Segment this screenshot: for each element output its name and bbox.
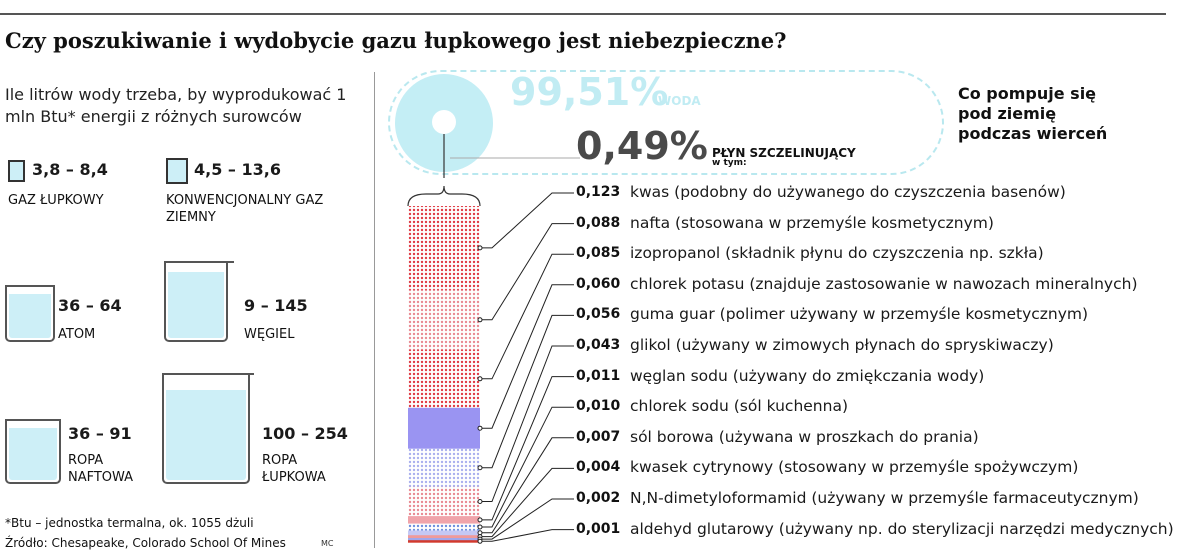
item-label-7: węglan sodu (używany do zmiękczania wody… [630,366,985,385]
fluid-label: PŁYN SZCZELINUJĄCY [712,146,856,160]
page-title: Czy poszukiwanie i wydobycie gazu łupkow… [5,28,787,53]
item-label-6: glikol (używany w zimowych płynach do sp… [630,336,1054,354]
stack-segment-11 [408,538,480,541]
top-rule [0,13,1166,15]
item-value-6: 0,043 [576,337,621,353]
leader-dot-4 [477,425,483,431]
item-label-1: kwas (podobny do używanego do czyszczeni… [630,183,1066,201]
stack-bracket [407,185,481,207]
leader-line-6 [480,345,574,502]
item-value-3: 0,085 [576,245,621,262]
leader-line-11 [480,498,574,540]
stack-segment-8 [408,523,480,531]
item-value-4: 0,060 [576,275,621,292]
range-crude-oil: 36 – 91 [68,424,132,443]
stack-segment-1 [408,206,480,291]
item-label-5: guma guar (polimer używany w przemyśle k… [630,305,1089,324]
stack-segment-10 [408,535,480,539]
fluid-sub-label: w tym: [712,158,747,168]
leader-dot-6 [477,499,483,504]
item-value-1: 0,123 [576,184,621,200]
leader-line-5 [480,314,574,469]
item-label-2: nafta (stosowana w przemyśle kosmetyczny… [630,213,994,232]
credit: MC [321,539,334,548]
label-shale-oil: ROPA ŁUPKOWA [262,453,326,485]
stack-segment-5 [408,448,480,488]
range-atom: 36 – 64 [58,296,122,315]
label-coal: WĘGIEL [244,327,295,342]
stack-segment-3 [408,349,480,408]
leader-dot-1 [477,245,483,251]
column-divider [374,72,375,548]
leader-line-3 [480,253,574,380]
stack-segment-6 [408,486,480,517]
water-subtitle: Ile litrów wody trzeba, by wyprodukować … [5,85,347,126]
item-label-10: kwasek cytrynowy (stosowany w przemyśle … [630,458,1079,477]
pump-title: Co pompuje się pod ziemię podczas wierce… [958,84,1108,143]
item-label-12: aldehyd glutarowy (używany np. do steryl… [630,519,1174,538]
range-shale-gas: 3,8 – 8,4 [32,160,108,179]
beaker-swatch-conventional-gas [166,158,188,184]
item-value-10: 0,004 [576,459,621,476]
item-label-11: N,N-dimetyloformamid (używany w przemyśl… [630,489,1139,507]
item-value-2: 0,088 [576,214,621,231]
beaker-shale-oil [162,373,254,484]
leader-dot-8 [477,524,483,530]
leader-line-8 [480,406,574,528]
leader-dot-12 [477,538,483,544]
stack-segment-4 [408,407,480,449]
leader-line-4 [480,284,574,429]
item-value-7: 0,011 [576,367,621,384]
range-conventional-gas: 4,5 – 13,6 [194,160,281,179]
beaker-crude-oil [5,419,61,484]
item-label-3: izopropanol (składnik płynu do czyszczen… [630,244,1044,263]
stack-segment-2 [408,289,480,351]
leader-dot-7 [477,517,483,523]
item-value-9: 0,007 [576,428,621,445]
item-value-8: 0,010 [576,398,621,415]
leader-line-12 [480,529,574,542]
stack-segment-7 [408,516,480,524]
label-atom: ATOM [58,327,96,342]
item-label-8: chlorek sodu (sól kuchenna) [630,397,848,416]
water-label: WODA [658,94,701,108]
stack-segment-9 [408,530,480,536]
label-crude-oil: ROPA NAFTOWA [68,453,134,485]
leader-line-1 [480,192,574,249]
label-conventional-gas: KONWENCJONALNY GAZ ZIEMNY [166,193,324,225]
fluid-percent: 0,49% [576,124,708,168]
beaker-swatch-shale-gas [8,160,25,182]
water-percent: 99,51% [510,70,669,114]
leader-dot-2 [477,317,483,323]
leader-line-9 [480,437,574,534]
stack-segment-12 [408,540,480,543]
item-value-11: 0,002 [576,490,621,506]
beaker-coal [164,261,234,342]
item-value-5: 0,056 [576,306,621,323]
footnote-btu: *Btu – jednostka termalna, ok. 1055 dżul… [5,516,254,530]
item-label-9: sól borowa (używana w proszkach do prani… [630,427,979,446]
item-label-4: chlorek potasu (znajduje zastosowanie w … [630,274,1138,293]
beaker-atom [5,285,55,342]
leader-line-10 [480,467,574,538]
range-coal: 9 – 145 [244,296,308,315]
leader-line-7 [480,376,574,521]
range-shale-oil: 100 – 254 [262,424,348,443]
fluid-circle [432,110,456,134]
fluid-stack-chart [407,134,580,544]
item-value-12: 0,001 [576,520,621,537]
source-note: Źródło: Chesapeake, Colorado School Of M… [5,536,286,550]
leader-dot-5 [477,465,483,471]
label-shale-gas: GAZ ŁUPKOWY [8,193,104,208]
leader-line-2 [480,223,574,321]
leader-dot-3 [477,376,483,382]
